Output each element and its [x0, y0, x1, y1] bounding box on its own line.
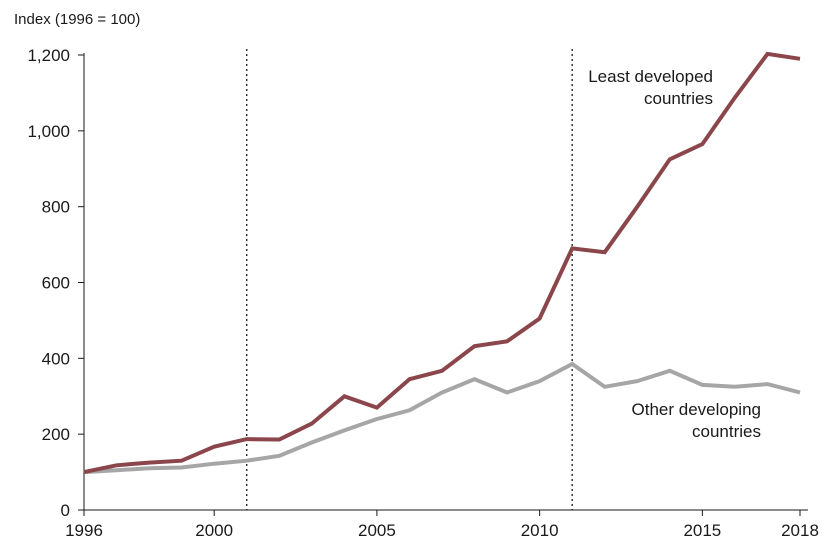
axes: 0 200 400 600 800 1,000 1,200 1996 2000 2005 2010 2…	[27, 46, 818, 540]
y-tick-label: 1,000	[27, 122, 70, 141]
series-lines	[83, 51, 801, 475]
y-tick-label: 400	[42, 349, 70, 368]
reference-lines	[246, 49, 573, 510]
series-line	[83, 51, 801, 475]
y-tick-label: 1,200	[27, 46, 70, 65]
x-tick-label: 2015	[683, 521, 721, 540]
y-axis-title: Index (1996 = 100)	[14, 11, 140, 28]
y-tick-label: 800	[42, 198, 70, 217]
x-tick-label: 1996	[65, 521, 103, 540]
x-tick-label: 2005	[358, 521, 396, 540]
x-tick-label: 2010	[521, 521, 559, 540]
y-tick-label: 600	[42, 274, 70, 293]
series-label: Other developing countries	[632, 400, 761, 441]
y-tick-label: 200	[42, 425, 70, 444]
series-label: Least developed countries	[588, 67, 713, 108]
x-tick-label: 2000	[195, 521, 233, 540]
series-labels: Least developed countries Other developing…	[588, 67, 761, 441]
x-tick-label: 2018	[781, 521, 819, 540]
y-tick-label: 0	[61, 501, 70, 520]
series-line	[83, 361, 801, 475]
